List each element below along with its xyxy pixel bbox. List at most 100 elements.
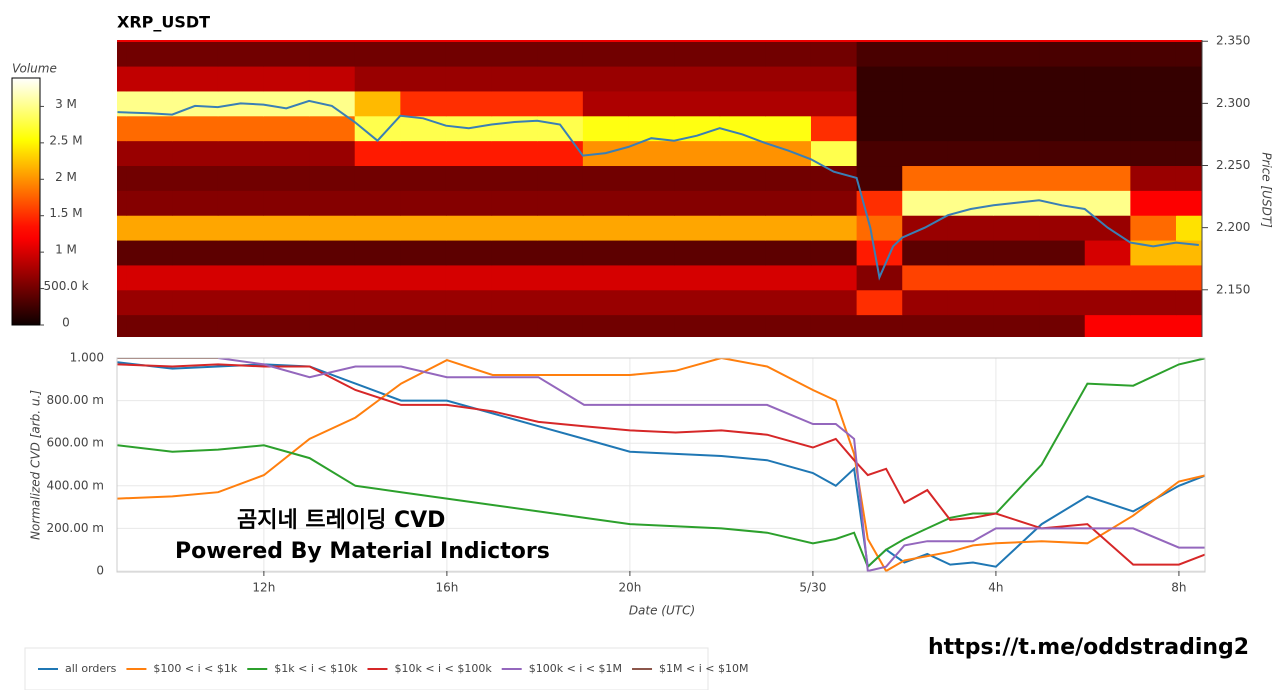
heat-cell	[1175, 289, 1202, 316]
heat-cell	[537, 41, 584, 67]
heat-cell	[400, 41, 447, 67]
price-line	[117, 99, 1199, 281]
heat-cell	[856, 115, 903, 142]
heat-cell	[628, 41, 675, 67]
heat-cell	[1039, 314, 1086, 337]
heat-cell	[947, 165, 994, 191]
heat-cell	[126, 115, 173, 142]
heat-cell	[1039, 90, 1086, 117]
heat-cell	[1084, 115, 1131, 142]
heat-cell	[719, 289, 766, 316]
heat-cell	[947, 140, 994, 167]
heat-cell	[674, 190, 721, 216]
heat-cell	[856, 165, 903, 191]
heat-cell	[491, 90, 538, 117]
heat-cell	[719, 264, 766, 291]
heat-cell	[993, 90, 1040, 117]
heat-cell	[445, 264, 493, 291]
heat-cell	[263, 41, 310, 67]
heat-cell	[263, 289, 310, 316]
heat-cell	[765, 215, 812, 241]
heat-cell	[947, 41, 994, 67]
heat-cell	[400, 190, 447, 216]
heat-cell	[309, 215, 356, 241]
heat-cell	[117, 41, 128, 67]
plot-frame	[116, 357, 1206, 573]
heat-cell	[172, 215, 219, 241]
heat-cell	[582, 165, 629, 191]
legend-label: $100 < i < $1k	[153, 662, 237, 675]
heat-cell	[263, 240, 310, 266]
heat-cell	[126, 41, 173, 67]
heat-cell	[947, 314, 994, 337]
heat-cell	[582, 289, 629, 316]
heat-cell	[400, 240, 447, 266]
heat-cell	[354, 215, 401, 241]
heat-cell	[1175, 115, 1202, 142]
heat-cell	[172, 240, 219, 266]
watermark-title: 곰지네 트레이딩 CVD	[237, 508, 445, 533]
heat-cell	[947, 289, 994, 316]
heat-cell	[902, 289, 949, 316]
colorbar-tick-label: 2 M	[55, 170, 77, 184]
y-tick-label: 2.200	[1216, 220, 1250, 234]
heat-cell	[117, 289, 128, 316]
heat-cell	[674, 140, 721, 167]
heat-cell	[309, 165, 356, 191]
heat-cell	[628, 314, 675, 337]
heat-cell	[217, 165, 264, 191]
heat-cell	[537, 314, 584, 337]
x-tick-label: 20h	[618, 581, 641, 595]
heat-cell	[810, 165, 858, 191]
heat-cell	[719, 115, 766, 142]
legend-label: all orders	[65, 662, 117, 675]
heat-cell	[1130, 41, 1177, 67]
heat-cell	[628, 66, 675, 92]
heat-cell	[947, 264, 994, 291]
heat-cell	[400, 66, 447, 92]
heat-cell	[172, 115, 219, 142]
heat-cell	[582, 90, 629, 117]
heat-cell	[354, 165, 401, 191]
heat-cell	[491, 215, 538, 241]
heat-cell	[1175, 314, 1202, 337]
heat-cell	[400, 165, 447, 191]
heat-cell	[537, 140, 584, 167]
heat-cell	[1175, 264, 1202, 291]
heat-cell	[445, 190, 493, 216]
heat-cell	[491, 289, 538, 316]
heat-cell	[117, 66, 128, 92]
colorbar-tick-label: 1.5 M	[49, 206, 82, 220]
y-tick-label: 2.250	[1216, 158, 1250, 172]
legend-label: $1M < i < $10M	[659, 662, 748, 675]
heat-cell	[810, 140, 858, 167]
heat-cell	[491, 140, 538, 167]
heat-cell	[537, 264, 584, 291]
heat-cell	[126, 190, 173, 216]
heat-cell	[217, 41, 264, 67]
heat-cell	[1039, 264, 1086, 291]
heat-cell	[1039, 41, 1086, 67]
heat-cell	[354, 289, 401, 316]
heat-cell	[537, 165, 584, 191]
cvd-line	[117, 358, 1205, 572]
heat-cell	[1130, 115, 1177, 142]
y-tick-label: 2.300	[1216, 96, 1250, 110]
heat-cell	[354, 190, 401, 216]
legend-label: $1k < i < $10k	[274, 662, 358, 675]
y-tick-label: 400.00 m	[47, 478, 105, 492]
heat-cell	[172, 140, 219, 167]
heat-cell	[765, 41, 812, 67]
heat-cell	[902, 240, 949, 266]
heat-cell	[674, 314, 721, 337]
heat-cell	[1175, 41, 1202, 67]
heat-cell	[1130, 215, 1177, 241]
heat-cell	[491, 66, 538, 92]
heat-cell	[1084, 165, 1131, 191]
heat-cell	[582, 215, 629, 241]
heat-cell	[1084, 240, 1131, 266]
heat-cell	[993, 115, 1040, 142]
heat-cell	[172, 190, 219, 216]
heat-cell	[217, 264, 264, 291]
